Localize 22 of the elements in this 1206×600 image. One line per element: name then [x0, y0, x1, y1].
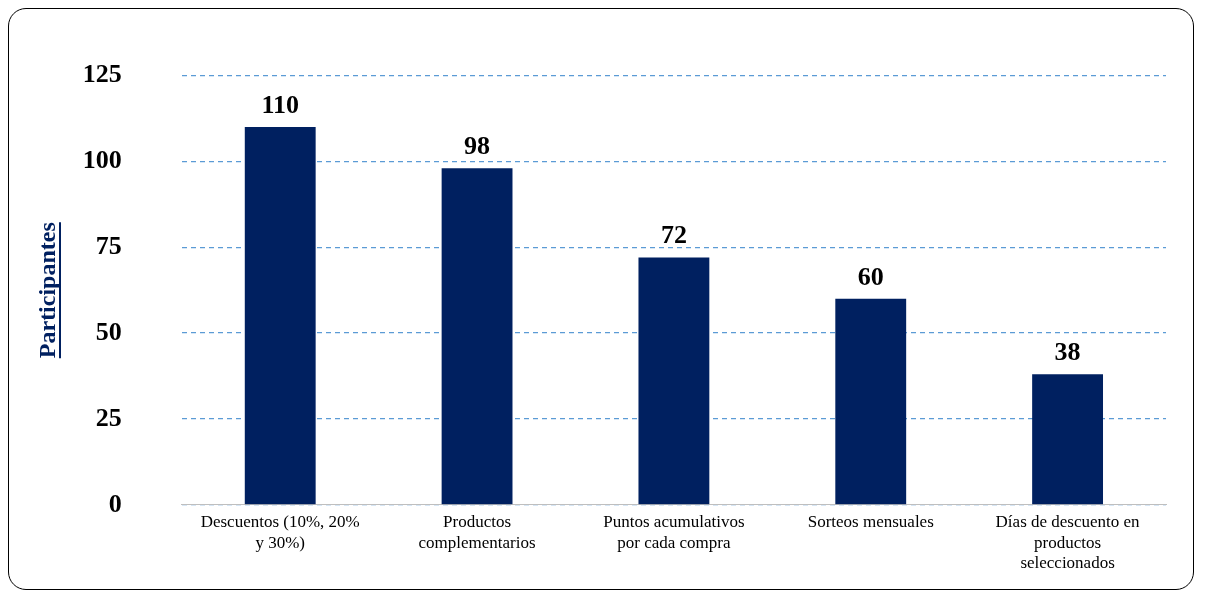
- x-tick-label: Sorteos mensuales: [807, 512, 934, 532]
- y-tick-label: 25: [95, 402, 122, 432]
- y-tick-label: 50: [95, 316, 122, 346]
- data-label: 110: [261, 89, 300, 119]
- x-tick-label: Puntos acumulativos por cada compra: [603, 512, 745, 552]
- y-tick-label: 75: [95, 231, 122, 260]
- x-tick-label: Productos complementarios: [418, 512, 536, 552]
- bar: [1032, 374, 1104, 505]
- bar: [835, 298, 907, 505]
- y-tick-label: 100: [82, 145, 122, 175]
- bar: [441, 168, 513, 505]
- y-tick-label: 0: [108, 488, 122, 518]
- x-tick-label: Descuentos (10%, 20% y 30%): [200, 512, 360, 552]
- data-label: 38: [1054, 337, 1081, 367]
- y-tick-label: 125: [82, 59, 122, 89]
- y-axis-title: Participantes: [33, 222, 60, 359]
- data-label: 72: [660, 220, 687, 250]
- bar: [244, 127, 316, 505]
- data-label: 98: [464, 131, 491, 161]
- x-tick-label: Días de descuento en productos seleccionados: [995, 512, 1141, 573]
- bar: [638, 257, 710, 505]
- data-label: 60: [857, 261, 884, 291]
